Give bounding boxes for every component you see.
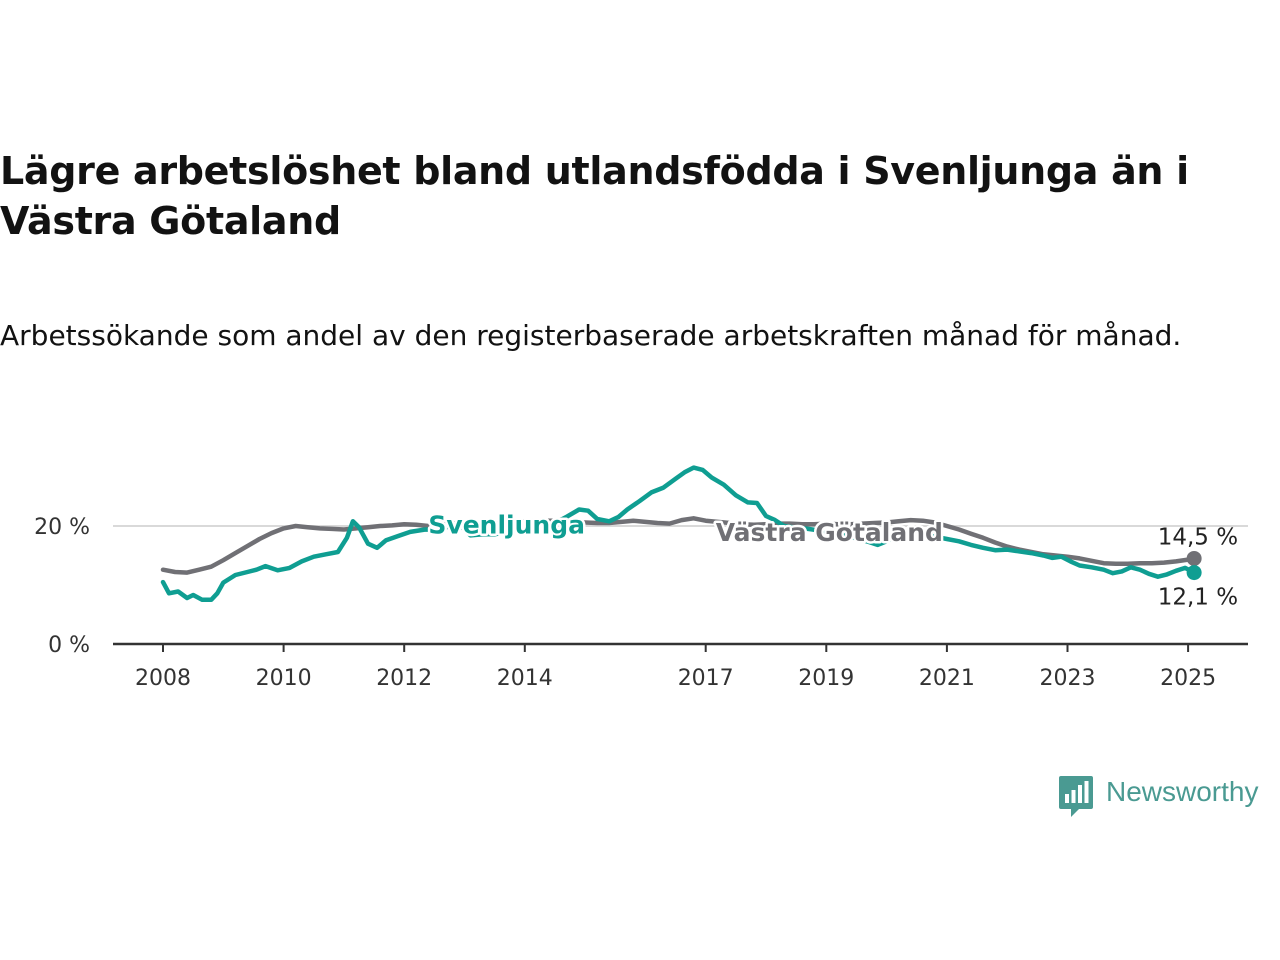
x-axis: 2008 2010 2012 2014 2017 2019 2021 2023 2025: [113, 642, 1248, 691]
x-tick-label: 2014: [497, 666, 553, 691]
x-tick-label: 2008: [135, 666, 191, 691]
x-tick-label: 2010: [256, 666, 312, 691]
series-end-label: 14,5 %: [1158, 524, 1238, 550]
x-tick-label: 2021: [919, 666, 975, 691]
chart-subtitle: Arbetssökande som andel av den registerb…: [0, 319, 1182, 352]
series-name-label: Svenljunga: [428, 511, 585, 540]
x-tick-label: 2017: [678, 666, 734, 691]
x-tick-label: 2019: [798, 666, 854, 691]
y-axis: 0 % 20 %: [34, 515, 90, 658]
x-tick-label: 2012: [376, 666, 432, 691]
series-end-label: 12,1 %: [1158, 585, 1238, 611]
series-end-dot: [1186, 565, 1202, 581]
series-lines: [160, 465, 1202, 603]
brand-name: Newsworthy: [1106, 776, 1259, 807]
newsworthy-logo: Newsworthy: [1058, 774, 1280, 818]
series-end-dot: [1186, 550, 1202, 566]
chart-title: Lägre arbetslöshet bland utlandsfödda i …: [0, 149, 1189, 243]
line-chart: 0 % 20 % 2008 2010 2012 2014 2017 2019 2021 2023…: [34, 465, 1248, 691]
newsworthy-chart-bubble-icon: [1059, 776, 1093, 817]
x-tick-label: 2023: [1040, 666, 1096, 691]
series-line-svenljunga: [160, 465, 1197, 603]
x-tick-label: 2025: [1160, 666, 1216, 691]
y-tick-label: 20 %: [34, 515, 90, 540]
y-tick-label: 0 %: [48, 633, 90, 658]
series-name-label: Västra Götaland: [716, 518, 943, 547]
series-labels: 14,5 % 12,1 % Svenljunga Västra Götaland: [426, 508, 1238, 611]
